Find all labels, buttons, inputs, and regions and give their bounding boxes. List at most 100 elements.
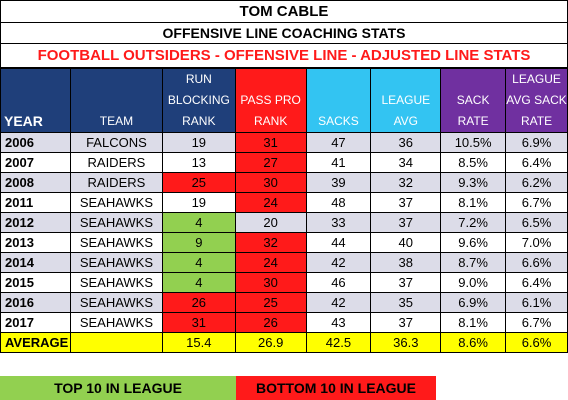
cell-run-blocking-rank: 19 [161,132,236,153]
cell-team: RAIDERS [69,172,163,193]
header-league-avg-sack-rate: LEAGUE AVG SACK RATE [505,68,568,133]
header-row: YEAR TEAM RUN BLOCKING RANK PASS PRO RAN… [0,68,568,133]
cell-year: 2013 [0,232,71,253]
cell-sacks: 42 [305,252,372,273]
cell-year: 2012 [0,212,71,233]
average-pass-pro-rank: 26.9 [234,332,307,353]
cell-pass-pro-rank: 30 [234,272,307,293]
cell-league-avg-sack-rate: 6.4% [505,272,568,293]
average-label: AVERAGE [0,332,71,353]
cell-team: SEAHAWKS [69,312,163,333]
header-sacks: SACKS [305,68,372,133]
cell-team: SEAHAWKS [69,232,163,253]
cell-league-avg: 37 [370,272,442,293]
table-row: 2011 SEAHAWKS 19 24 48 37 8.1% 6.7% [0,192,568,213]
cell-league-avg: 34 [370,152,442,173]
cell-run-blocking-rank: 25 [161,172,236,193]
cell-year: 2008 [0,172,71,193]
cell-pass-pro-rank: 24 [234,192,307,213]
cell-sacks: 33 [305,212,372,233]
cell-league-avg: 32 [370,172,442,193]
average-team [69,332,163,353]
cell-year: 2006 [0,132,71,153]
table-row: 2017 SEAHAWKS 31 26 43 37 8.1% 6.7% [0,312,568,333]
cell-year: 2015 [0,272,71,293]
cell-pass-pro-rank: 26 [234,312,307,333]
cell-run-blocking-rank: 26 [161,292,236,313]
average-row: AVERAGE 15.4 26.9 42.5 36.3 8.6% 6.6% [0,332,568,353]
cell-pass-pro-rank: 20 [234,212,307,233]
header-run-blocking-rank: RUN BLOCKING RANK [161,68,236,133]
header-pass-pro-rank: PASS PRO RANK [234,68,307,133]
cell-team: SEAHAWKS [69,272,163,293]
header-league-avg: LEAGUE AVG [370,68,442,133]
cell-pass-pro-rank: 30 [234,172,307,193]
cell-league-avg-sack-rate: 6.4% [505,152,568,173]
page-subtitle: OFFENSIVE LINE COACHING STATS [0,23,568,44]
cell-run-blocking-rank: 13 [161,152,236,173]
table-row: 2016 SEAHAWKS 26 25 42 35 6.9% 6.1% [0,292,568,313]
stats-table: YEAR TEAM RUN BLOCKING RANK PASS PRO RAN… [0,68,568,353]
average-run-blocking-rank: 15.4 [161,332,236,353]
cell-league-avg: 37 [370,212,442,233]
cell-pass-pro-rank: 27 [234,152,307,173]
cell-pass-pro-rank: 25 [234,292,307,313]
cell-run-blocking-rank: 19 [161,192,236,213]
cell-sack-rate: 9.0% [440,272,507,293]
table-row: 2013 SEAHAWKS 9 32 44 40 9.6% 7.0% [0,232,568,253]
table-row: 2006 FALCONS 19 31 47 36 10.5% 6.9% [0,132,568,153]
cell-sack-rate: 9.6% [440,232,507,253]
table-row: 2012 SEAHAWKS 4 20 33 37 7.2% 6.5% [0,212,568,233]
cell-league-avg-sack-rate: 6.7% [505,192,568,213]
cell-league-avg-sack-rate: 6.5% [505,212,568,233]
table-body: 2006 FALCONS 19 31 47 36 10.5% 6.9% 2007 RAIDERS 1… [0,132,568,353]
cell-run-blocking-rank: 9 [161,232,236,253]
cell-sack-rate: 8.7% [440,252,507,273]
cell-league-avg: 37 [370,312,442,333]
cell-run-blocking-rank: 31 [161,312,236,333]
cell-sacks: 41 [305,152,372,173]
average-sacks: 42.5 [305,332,372,353]
cell-league-avg-sack-rate: 7.0% [505,232,568,253]
cell-sacks: 47 [305,132,372,153]
cell-sacks: 42 [305,292,372,313]
average-league-avg: 36.3 [370,332,442,353]
cell-sack-rate: 8.5% [440,152,507,173]
cell-year: 2011 [0,192,71,213]
cell-league-avg: 36 [370,132,442,153]
cell-league-avg: 40 [370,232,442,253]
header-sack-rate: SACK RATE [440,68,507,133]
cell-sacks: 46 [305,272,372,293]
cell-league-avg-sack-rate: 6.9% [505,132,568,153]
cell-team: RAIDERS [69,152,163,173]
cell-sack-rate: 7.2% [440,212,507,233]
cell-year: 2016 [0,292,71,313]
cell-team: SEAHAWKS [69,192,163,213]
table-row: 2007 RAIDERS 13 27 41 34 8.5% 6.4% [0,152,568,173]
average-league-avg-sack-rate: 6.6% [505,332,568,353]
cell-league-avg-sack-rate: 6.1% [505,292,568,313]
cell-league-avg-sack-rate: 6.2% [505,172,568,193]
average-sack-rate: 8.6% [440,332,507,353]
cell-team: SEAHAWKS [69,212,163,233]
cell-sack-rate: 8.1% [440,192,507,213]
cell-sacks: 44 [305,232,372,253]
cell-run-blocking-rank: 4 [161,212,236,233]
cell-league-avg: 38 [370,252,442,273]
cell-league-avg-sack-rate: 6.7% [505,312,568,333]
cell-run-blocking-rank: 4 [161,252,236,273]
header-year: YEAR [0,68,71,133]
cell-team: SEAHAWKS [69,292,163,313]
cell-league-avg-sack-rate: 6.6% [505,252,568,273]
cell-pass-pro-rank: 31 [234,132,307,153]
cell-team: FALCONS [69,132,163,153]
cell-sacks: 48 [305,192,372,213]
page-title: TOM CABLE [0,0,568,23]
cell-league-avg: 37 [370,192,442,213]
cell-sack-rate: 8.1% [440,312,507,333]
cell-sacks: 39 [305,172,372,193]
cell-sack-rate: 10.5% [440,132,507,153]
cell-year: 2014 [0,252,71,273]
section-title: FOOTBALL OUTSIDERS - OFFENSIVE LINE - AD… [0,44,568,68]
